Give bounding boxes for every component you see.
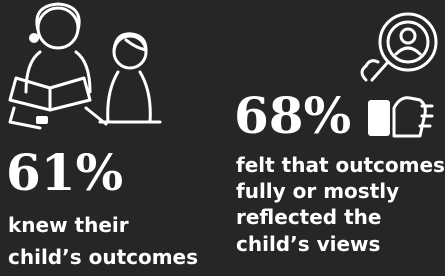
stat-label: child’s views — [236, 232, 380, 256]
magnifier-icon — [362, 14, 436, 136]
reading-icon — [10, 4, 160, 128]
stat-value: 61% — [6, 143, 123, 202]
stat-label: knew their — [8, 213, 129, 237]
page: 61% knew their child’s outcomes 68% felt… — [0, 0, 445, 276]
stat-label: fully or mostly — [236, 179, 399, 203]
stat-label: felt that outcomes — [236, 153, 445, 177]
stat-label: child’s outcomes — [8, 245, 198, 269]
infographic: 61% knew their child’s outcomes 68% felt… — [0, 0, 445, 276]
stat-label: reflected the — [236, 205, 381, 229]
stat-value: 68% — [234, 86, 351, 145]
